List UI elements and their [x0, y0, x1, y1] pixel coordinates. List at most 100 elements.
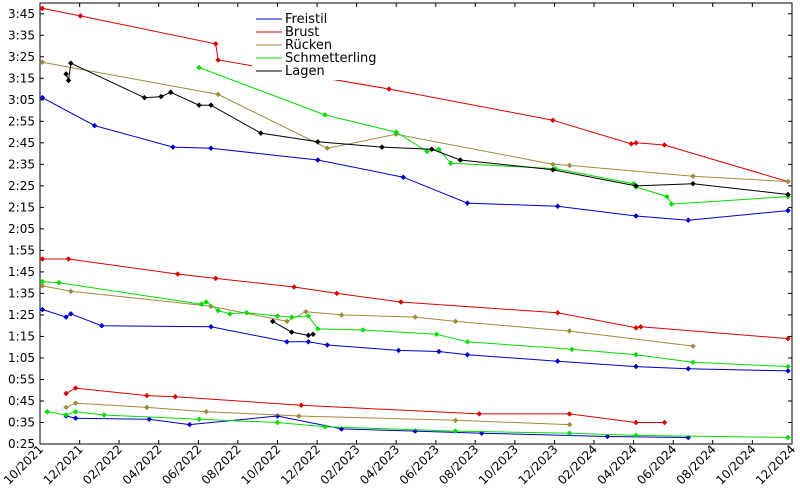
y-tick-label: 0:45 [8, 394, 35, 408]
legend-label: Rücken [285, 38, 332, 53]
data-point [101, 412, 107, 418]
data-point [63, 412, 69, 418]
y-tick-label: 0:25 [8, 437, 35, 451]
data-point [257, 130, 264, 137]
data-point [566, 421, 573, 428]
data-point [604, 433, 611, 440]
data-point [436, 348, 442, 355]
data-point [452, 318, 459, 325]
series-line [42, 281, 789, 368]
x-tick-label: 12/2021 [41, 442, 86, 487]
y-tick-label: 1:55 [8, 243, 35, 257]
data-point [284, 338, 290, 345]
data-point [295, 413, 302, 419]
data-point [284, 318, 290, 325]
data-point [212, 41, 219, 47]
data-point [44, 408, 50, 415]
series-line [42, 7, 789, 183]
data-point [633, 419, 639, 426]
series-brust-200m [39, 5, 791, 185]
data-point [424, 148, 430, 155]
series-line [198, 67, 789, 205]
data-point [208, 145, 214, 152]
series-schmetterling-200m [196, 64, 791, 207]
series-line [42, 285, 694, 347]
x-tick-label: 04/2023 [357, 442, 402, 487]
series-schmetterling-100m [39, 278, 791, 370]
data-point [685, 217, 692, 224]
y-tick-label: 3:15 [8, 71, 35, 85]
data-point [305, 338, 312, 345]
data-point [566, 411, 573, 417]
data-point [398, 299, 404, 305]
data-point [143, 404, 150, 411]
series-rücken-50m [63, 400, 573, 428]
x-tick-label: 12/2023 [516, 442, 561, 487]
data-point [196, 416, 202, 423]
data-point [566, 328, 573, 334]
data-point [158, 93, 164, 100]
data-point [63, 404, 69, 411]
y-tick-label: 0:35 [8, 415, 35, 429]
data-point [212, 275, 219, 282]
y-tick-label: 1:25 [8, 308, 35, 322]
data-point [447, 160, 454, 167]
data-point [143, 392, 150, 399]
data-point [690, 180, 696, 187]
x-tick-label: 08/2024 [674, 442, 719, 487]
data-point [167, 89, 174, 96]
data-point [65, 77, 72, 84]
data-point [72, 400, 79, 406]
data-point [785, 434, 791, 441]
y-axis: 0:25 0:35 0:45 0:55 1:05 1:15 1:25 1:35 1:45 1:55… [8, 7, 792, 451]
data-point [208, 102, 214, 109]
data-point [68, 310, 74, 317]
data-point [476, 411, 483, 417]
data-point [464, 200, 471, 206]
data-point [386, 86, 392, 92]
series-lagen-100m [269, 318, 316, 339]
series-line [42, 61, 789, 183]
data-point [243, 309, 250, 316]
x-tick-label: 08/2023 [436, 442, 481, 487]
y-tick-label: 2:45 [8, 136, 35, 150]
data-point [550, 161, 556, 168]
data-point [65, 256, 72, 262]
y-tick-label: 0:55 [8, 372, 35, 386]
x-tick-label: 06/2024 [634, 442, 679, 487]
y-tick-label: 3:25 [8, 50, 35, 64]
y-tick-label: 2:55 [8, 114, 35, 128]
data-point [633, 363, 639, 370]
data-point [98, 322, 105, 329]
y-tick-label: 2:35 [8, 157, 35, 171]
data-point [298, 402, 305, 409]
data-point [91, 122, 98, 129]
plot-frame [39, 2, 793, 445]
y-tick-label: 3:05 [8, 93, 35, 107]
data-point [322, 423, 328, 430]
data-point [215, 57, 221, 63]
data-point [785, 363, 791, 370]
y-tick-label: 1:15 [8, 329, 35, 343]
y-tick-label: 3:45 [8, 7, 35, 21]
data-point [314, 326, 321, 332]
data-point [785, 207, 791, 214]
data-point [661, 142, 668, 148]
data-point [400, 174, 407, 181]
data-point [314, 157, 321, 163]
x-tick-label: 04/2022 [120, 442, 165, 487]
plot-border [39, 2, 793, 445]
x-tick-label: 04/2024 [595, 442, 640, 487]
x-tick-label: 06/2022 [159, 442, 204, 487]
series-rücken-200m [39, 59, 791, 185]
data-point [452, 428, 459, 434]
data-point [39, 278, 46, 285]
data-point [324, 342, 331, 348]
data-point [379, 144, 385, 150]
data-point [637, 323, 644, 330]
data-point [303, 308, 309, 315]
series-freistil-200m [39, 94, 791, 224]
x-tick-label: 10/2022 [238, 442, 283, 487]
data-point [457, 157, 464, 163]
